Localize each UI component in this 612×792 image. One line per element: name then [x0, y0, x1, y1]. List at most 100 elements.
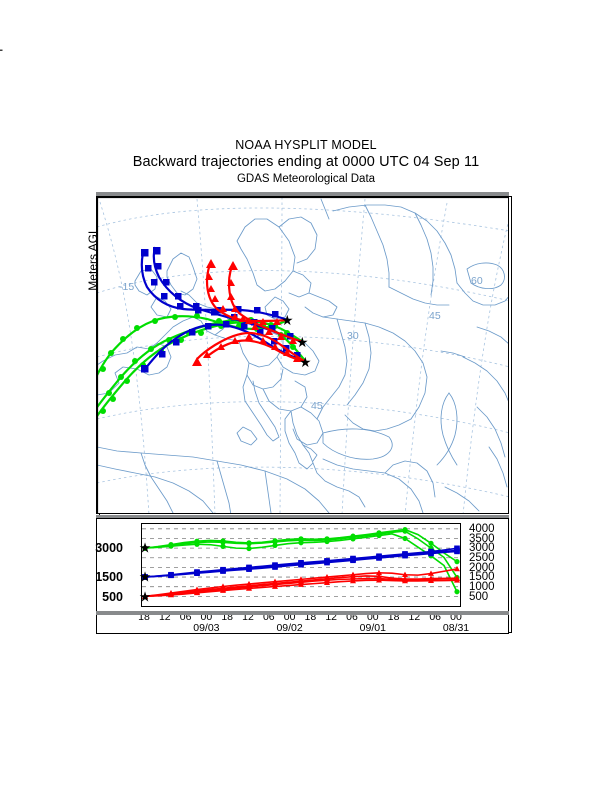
left-axis-tick-3000: 3000 — [95, 541, 123, 556]
height-marker — [376, 577, 382, 583]
height-marker — [402, 577, 408, 584]
height-marker — [220, 543, 226, 549]
source-label-prefix: Source — [0, 111, 3, 153]
height-marker — [220, 539, 226, 545]
x-hour-tick: 18 — [387, 611, 400, 623]
meters-agl-caption: Meters AGL — [86, 227, 100, 291]
x-hour-tick: 12 — [325, 611, 338, 623]
x-hour-tick: 18 — [221, 611, 234, 623]
plot-frame: -15 60 45 30 45 — [86, 192, 512, 634]
x-hour-tick: 12 — [158, 611, 171, 623]
height-marker — [220, 568, 226, 574]
height-marker — [454, 577, 460, 583]
height-marker — [246, 545, 252, 552]
x-hour-tick: 06 — [346, 611, 358, 623]
x-hour-tick: 12 — [408, 611, 421, 623]
height-time-panel: 3000 ★ 1500 ★ 500 ★ 4000 3500 3000 2500 2000 1500 1… — [95, 518, 509, 634]
height-marker — [350, 557, 356, 564]
star-icon: ★ — [0, 97, 3, 108]
height-marker — [142, 574, 148, 580]
height-marker — [454, 565, 460, 572]
x-hour-tick: 00 — [283, 611, 296, 623]
right-axis-tick-2500: 2500 — [469, 551, 495, 564]
height-marker — [272, 583, 278, 589]
height-marker — [220, 587, 226, 593]
trajectory-map-panel[interactable]: -15 60 45 30 45 — [96, 196, 509, 514]
height-marker — [194, 541, 200, 547]
height-marker — [246, 566, 252, 572]
right-axis-tick-3500: 3500 — [469, 532, 495, 545]
height-series-blue-c — [142, 548, 460, 580]
right-axis-tick-4000: 4000 — [469, 523, 495, 536]
source-label-suffix: at multiple locations — [0, 0, 3, 94]
height-marker — [428, 570, 434, 576]
height-marker — [298, 581, 304, 587]
source-star-icon-3: ★ — [299, 354, 312, 370]
mid-divider-bar — [96, 515, 509, 519]
height-marker — [246, 541, 252, 547]
height-marker — [272, 564, 278, 570]
height-time-plot[interactable] — [141, 523, 461, 607]
right-axis-tick-1500: 1500 — [469, 571, 495, 584]
graticule-label-60: 60 — [471, 275, 483, 287]
height-marker — [142, 593, 148, 599]
left-axis-tick-500: 500 — [102, 589, 123, 604]
left-axis-tick-1500: 1500 — [95, 570, 123, 585]
height-marker — [324, 559, 330, 566]
x-hour-tick: 12 — [242, 611, 254, 623]
right-axis-tick-3000: 3000 — [469, 542, 495, 555]
height-marker — [402, 535, 408, 542]
x-day-tick: 08/31 — [442, 622, 470, 634]
x-hour-tick: 18 — [138, 611, 150, 623]
run-title: Backward trajectories ending at 0000 UTC… — [132, 154, 480, 170]
level-star-icon-1500: ★ — [138, 568, 152, 585]
x-hour-tick: 00 — [200, 611, 213, 623]
height-marker — [142, 545, 148, 551]
top-divider-bar — [96, 192, 509, 196]
height-marker — [324, 538, 330, 545]
height-marker — [402, 528, 408, 534]
height-series-red-d — [142, 577, 460, 599]
height-series-green-a — [142, 526, 460, 565]
height-marker — [298, 540, 304, 546]
model-title: NOAA HYSPLIT MODEL — [235, 138, 377, 152]
source-caption: Source ★ at multiple locations — [0, 0, 8, 196]
x-hour-tick: 18 — [304, 611, 317, 623]
title-block: NOAA HYSPLIT MODEL Backward trajectories… — [0, 138, 612, 187]
graticule-label-45-upper: 45 — [429, 310, 441, 322]
right-axis-tick-1000: 1000 — [469, 580, 495, 593]
height-marker — [428, 550, 434, 557]
height-marker — [194, 589, 200, 596]
height-time-svg — [142, 526, 460, 599]
x-hour-tick: 00 — [366, 611, 379, 623]
level-star-icon-500: ★ — [138, 588, 152, 605]
height-marker — [168, 591, 174, 598]
height-marker — [194, 570, 200, 576]
height-marker — [350, 577, 356, 584]
height-marker — [324, 579, 330, 585]
height-marker — [376, 555, 382, 561]
bottom-divider-bar — [96, 611, 509, 615]
height-marker — [376, 532, 382, 539]
source-star-icon-1: ★ — [281, 312, 294, 328]
x-hour-tick: 06 — [429, 611, 442, 623]
met-data-title: GDAS Meteorological Data — [236, 173, 376, 185]
height-marker — [402, 552, 408, 559]
height-marker — [168, 543, 174, 549]
x-day-tick: 09/01 — [359, 622, 386, 634]
x-day-tick: 09/02 — [276, 622, 303, 634]
height-marker — [246, 585, 252, 591]
x-hour-tick: 06 — [179, 611, 192, 623]
source-star-icon-2: ★ — [296, 334, 309, 350]
right-axis-tick-500: 500 — [469, 590, 489, 603]
height-marker — [376, 569, 382, 576]
x-hour-tick: 06 — [262, 611, 275, 623]
height-marker — [402, 571, 408, 578]
right-axis-tick-2000: 2000 — [469, 561, 495, 574]
height-marker — [454, 548, 460, 555]
height-marker — [350, 536, 356, 542]
height-marker — [298, 561, 304, 568]
height-marker — [272, 542, 278, 549]
height-marker — [168, 572, 174, 579]
graticule-label-30: 30 — [347, 330, 359, 342]
